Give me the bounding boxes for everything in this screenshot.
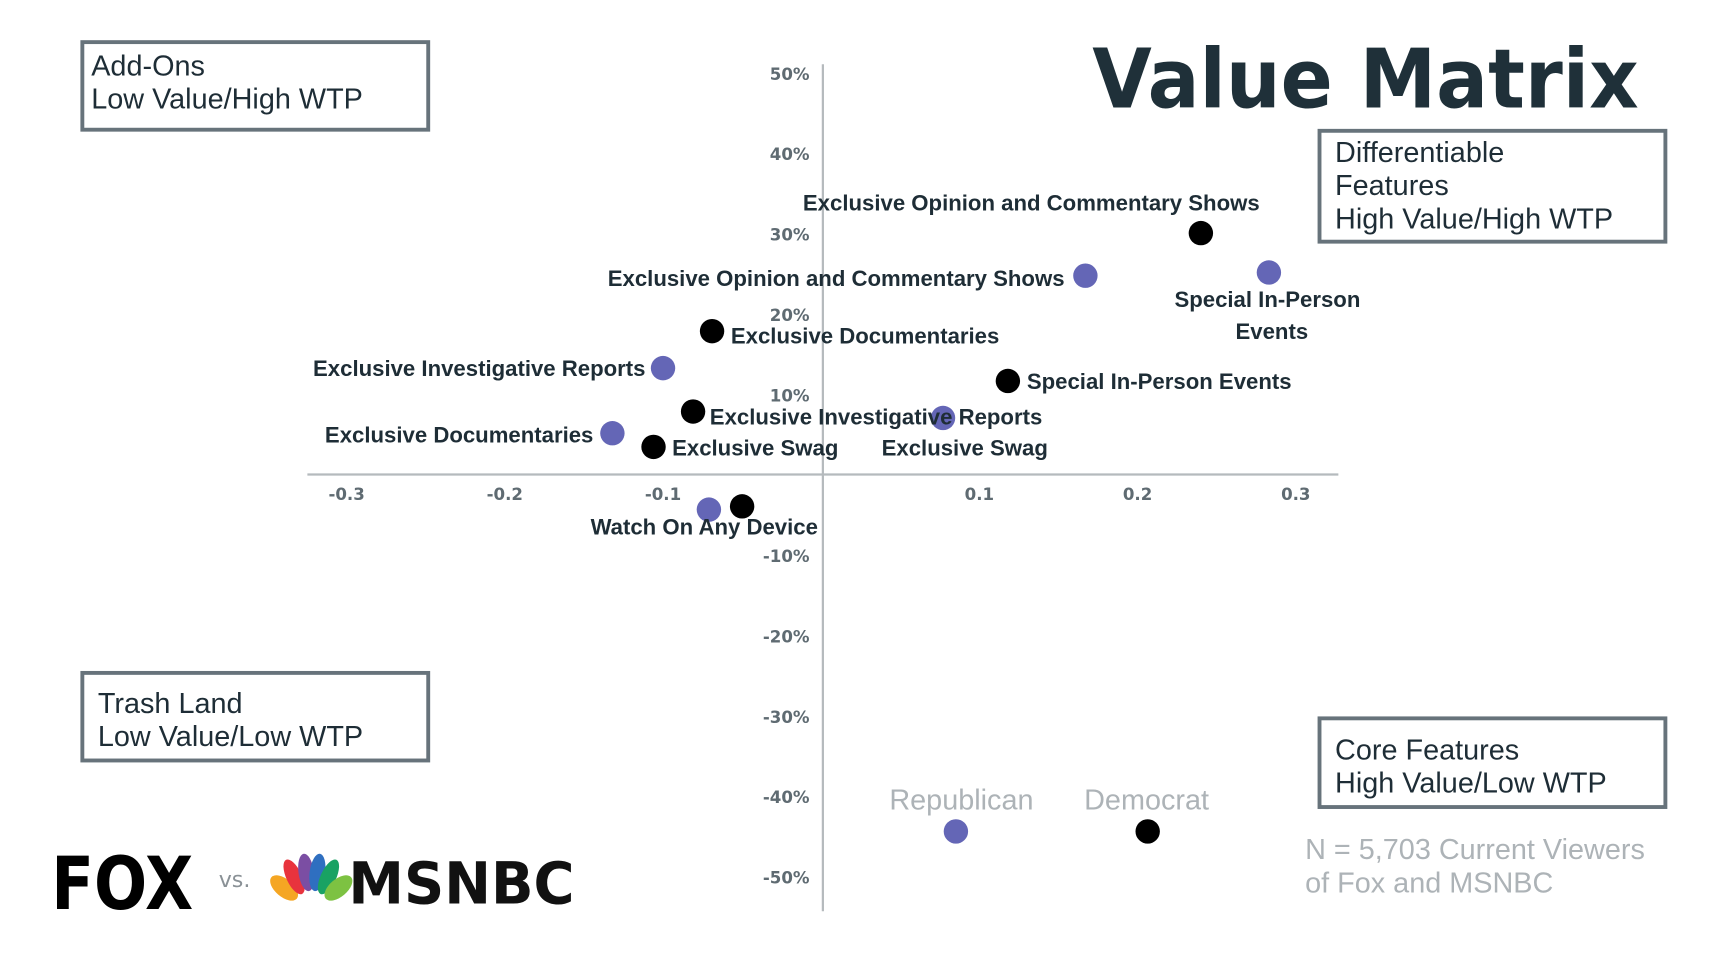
point-republican xyxy=(600,421,625,446)
point-label: Exclusive Investigative Reports xyxy=(313,356,645,381)
quadrant-title: Core Features xyxy=(1335,734,1519,766)
y-tick-label: -10% xyxy=(763,547,810,566)
quadrant-subtitle: Low Value/High WTP xyxy=(91,84,363,116)
y-tick-label: 40% xyxy=(770,145,810,164)
point-democrat xyxy=(995,368,1021,394)
point-label: Exclusive Opinion and Commentary Shows xyxy=(803,191,1260,216)
legend: Republican Democrat xyxy=(889,784,1209,844)
point-democrat xyxy=(729,494,755,519)
y-tick-label: 20% xyxy=(770,306,810,325)
quadrant-subtitle: High Value/High WTP xyxy=(1335,203,1613,235)
point-republican xyxy=(650,355,676,381)
quadrant-title: Trash Land xyxy=(98,688,243,720)
svg-text:MSNBC: MSNBC xyxy=(348,849,574,917)
quadrant-core-features: Core Features High Value/Low WTP xyxy=(1317,716,1668,809)
quadrant-title: Add-Ons xyxy=(91,50,205,82)
quadrant-trash-land: Trash Land Low Value/Low WTP xyxy=(80,670,431,763)
point-label: Special In-Person Events xyxy=(1027,369,1292,394)
y-tick-label: -50% xyxy=(763,869,810,888)
x-tick-label: -0.1 xyxy=(645,485,681,504)
fox-logo: FOX xyxy=(51,842,193,927)
point-label: Exclusive Opinion and Commentary Shows xyxy=(608,266,1065,291)
point-label: Exclusive Swag xyxy=(882,436,1048,461)
point-democrat xyxy=(699,318,725,344)
point-democrat xyxy=(641,434,666,460)
point-democrat xyxy=(680,399,706,424)
x-tick-label: 0.1 xyxy=(965,485,994,504)
point-label: Exclusive Documentaries xyxy=(325,422,593,447)
point-label: Exclusive Investigative Reports xyxy=(710,405,1042,430)
quadrant-add-ons: Add-Ons Low Value/High WTP xyxy=(80,40,431,132)
nbc-peacock-icon xyxy=(270,853,353,901)
vs-text: vs. xyxy=(219,867,251,893)
quadrant-subtitle: Low Value/Low WTP xyxy=(98,721,363,753)
point-republican xyxy=(930,405,956,431)
msnbc-logo: MSNBC xyxy=(270,849,575,917)
legend-label-republican: Republican xyxy=(889,784,1033,816)
y-tick-label: -20% xyxy=(763,627,810,646)
x-tick-label: 0.3 xyxy=(1281,485,1310,504)
y-tick-label: 10% xyxy=(770,386,810,405)
svg-text:FOX: FOX xyxy=(51,842,193,927)
point-label: Special In-Person xyxy=(1174,287,1360,312)
footnote-line-1: N = 5,703 Current Viewers xyxy=(1305,834,1645,866)
point-label: Watch On Any Device xyxy=(591,514,818,539)
quadrant-title: Differentiable xyxy=(1335,137,1504,169)
y-tick-label: -40% xyxy=(763,788,810,807)
quadrant-subtitle: High Value/Low WTP xyxy=(1335,768,1607,800)
x-tick-label: -0.2 xyxy=(487,485,523,504)
point-label: Exclusive Swag xyxy=(672,436,838,461)
legend-marker-republican xyxy=(943,819,969,844)
quadrant-title-2: Features xyxy=(1335,170,1449,202)
x-tick-label: -0.3 xyxy=(328,485,364,504)
footnote-line-2: of Fox and MSNBC xyxy=(1305,867,1553,899)
point-label: Exclusive Documentaries xyxy=(731,324,999,349)
legend-marker-democrat xyxy=(1135,819,1160,844)
point-republican xyxy=(1256,260,1282,285)
quadrant-differentiable-features: Differentiable Features High Value/High … xyxy=(1317,128,1668,244)
point-republican xyxy=(1073,263,1098,288)
point-label-line-2: Events xyxy=(1236,319,1309,344)
y-tick-label: -30% xyxy=(763,708,810,727)
x-tick-label: 0.2 xyxy=(1123,485,1152,504)
point-democrat xyxy=(1188,220,1214,246)
chart-title: Value Matrix xyxy=(1092,33,1639,128)
legend-label-democrat: Democrat xyxy=(1084,784,1209,816)
y-tick-label: 50% xyxy=(770,65,810,84)
y-tick-label: 30% xyxy=(770,226,810,245)
point-republican xyxy=(696,497,722,522)
